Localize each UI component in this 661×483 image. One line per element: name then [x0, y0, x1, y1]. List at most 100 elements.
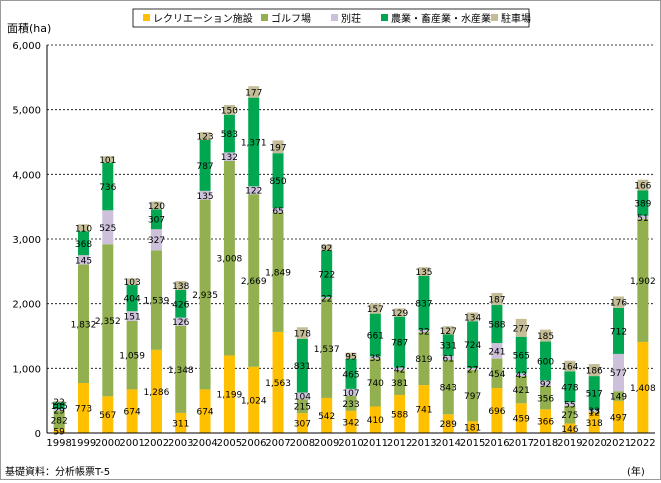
- data-label: 1,849: [265, 269, 291, 279]
- data-label: 787: [391, 339, 408, 349]
- data-label: 187: [488, 295, 505, 305]
- data-label: 421: [513, 386, 530, 396]
- data-label: 51: [637, 214, 648, 224]
- bar-segment: [369, 313, 381, 357]
- x-tick-label: 1998: [46, 438, 71, 449]
- bar-segment: [467, 321, 479, 369]
- bar-segment: [53, 429, 65, 433]
- bar-segment: [418, 275, 430, 331]
- bar-segment: [199, 190, 211, 200]
- data-label: 583: [221, 130, 238, 140]
- data-label: 311: [172, 419, 189, 429]
- bar-segment: [442, 334, 454, 356]
- data-label: 42: [394, 365, 405, 375]
- bar-segment: [272, 212, 284, 332]
- legend-swatch: [491, 14, 498, 21]
- bar-segment: [394, 308, 406, 317]
- data-label: 381: [391, 379, 408, 389]
- legend-label: ゴルフ場: [271, 12, 311, 25]
- data-label: 3,008: [217, 255, 243, 265]
- bar-segment: [150, 201, 162, 210]
- x-tick-label: 2019: [557, 438, 582, 449]
- bar-segment: [637, 218, 649, 342]
- data-label: 126: [172, 318, 189, 328]
- bar-segment: [637, 190, 649, 216]
- data-label: 215: [294, 403, 311, 413]
- bar-segment: [613, 307, 625, 354]
- bar-segment: [491, 358, 503, 388]
- y-tick-label: 6,000: [12, 41, 41, 52]
- data-label: 307: [294, 420, 311, 430]
- data-label: 712: [610, 327, 627, 337]
- bar-segment: [223, 152, 235, 161]
- bar-segment: [102, 156, 114, 163]
- bar-segment: [248, 366, 260, 433]
- bar-segment: [248, 194, 260, 367]
- bar-segment: [467, 368, 479, 370]
- data-label: 164: [561, 363, 578, 373]
- legend-swatch: [381, 14, 388, 21]
- bar-segment: [150, 250, 162, 350]
- x-tick-label: 2007: [265, 438, 290, 449]
- bar-segment: [564, 405, 576, 424]
- bar-segment: [588, 376, 600, 410]
- x-tick-label: 2022: [630, 438, 655, 449]
- bar-segment: [77, 264, 89, 384]
- bar-segment: [418, 332, 430, 386]
- bar-segment: [53, 400, 65, 403]
- bar-segment: [272, 140, 284, 154]
- bar-segment: [369, 303, 381, 314]
- y-tick-label: 4,000: [12, 170, 41, 181]
- x-tick-label: 2017: [509, 438, 534, 449]
- data-label: 1,902: [630, 277, 656, 287]
- bar-segment: [77, 255, 89, 265]
- bar-segment: [588, 409, 600, 412]
- y-tick-label: 3,000: [12, 235, 41, 246]
- data-label: 787: [196, 162, 213, 172]
- bar-segment: [296, 392, 308, 400]
- data-label: 1,024: [241, 396, 267, 406]
- bar-segment: [345, 358, 357, 389]
- bar-segment: [126, 389, 138, 433]
- bar-segment: [394, 316, 406, 368]
- bar-segment: [588, 412, 600, 433]
- bar-segment: [515, 376, 527, 404]
- data-label: 29: [53, 407, 65, 417]
- data-label: 150: [221, 106, 238, 116]
- data-label: 177: [245, 88, 262, 98]
- bar-segment: [53, 410, 65, 430]
- legend-swatch: [331, 14, 338, 21]
- data-label: 368: [75, 240, 92, 250]
- data-label: 1,286: [144, 388, 170, 398]
- x-tick-label: 2018: [533, 438, 558, 449]
- data-label: 176: [610, 299, 627, 309]
- legend: レクリエーション施設 ゴルフ場 別荘 農業・畜産業・水産業 駐車場: [132, 8, 531, 28]
- x-tick-label: 2009: [314, 438, 339, 449]
- data-label: 426: [172, 300, 189, 310]
- data-label: 837: [415, 299, 432, 309]
- x-tick-label: 2013: [411, 438, 436, 449]
- x-tick-label: 2008: [290, 438, 315, 449]
- bar-segment: [637, 179, 649, 191]
- bar-segment: [442, 359, 454, 415]
- x-tick-label: 1999: [71, 438, 96, 449]
- x-tick-label: 2003: [168, 438, 193, 449]
- data-label: 145: [75, 256, 92, 266]
- bar-segment: [564, 402, 576, 406]
- data-label: 241: [488, 347, 505, 357]
- data-label: 1,371: [241, 138, 267, 148]
- data-label: 105: [51, 402, 68, 412]
- data-label: 197: [269, 143, 286, 153]
- data-label: 2,669: [241, 277, 267, 287]
- data-label: 819: [415, 355, 432, 365]
- bar-segment: [540, 341, 552, 381]
- bar-segment: [102, 244, 114, 397]
- bar-segment: [418, 385, 430, 433]
- bar-segment: [588, 364, 600, 377]
- bar-segment: [77, 383, 89, 433]
- bar-segment: [150, 209, 162, 230]
- bar-segment: [515, 336, 527, 374]
- data-label: 459: [513, 415, 530, 425]
- data-label: 722: [318, 270, 335, 280]
